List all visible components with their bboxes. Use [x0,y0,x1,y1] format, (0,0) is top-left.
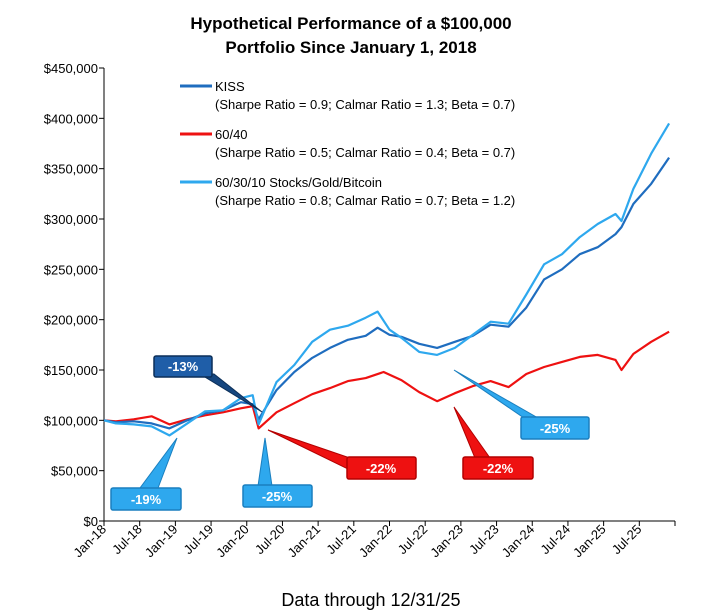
x-tick-label: Jul-18 [109,522,145,558]
callout-bitcoin-25b: -25% [453,369,590,440]
legend-stats-bitcoin: (Sharpe Ratio = 0.8; Calmar Ratio = 0.7;… [215,193,515,208]
callout-6040-22b: -22% [453,406,534,480]
x-tick-label: Jan-21 [285,522,324,561]
x-tick-label: Jul-19 [181,522,217,558]
callout-label-bitcoin-25b: -25% [540,421,571,436]
x-tick-label: Jul-20 [252,522,288,558]
callout-box-6040-22a [346,456,417,480]
y-tick-label: $150,000 [44,363,98,378]
y-tick-label: $300,000 [44,212,98,227]
callout-label-bitcoin-25a: -25% [262,489,293,504]
legend-label-bitcoin: 60/30/10 Stocks/Gold/Bitcoin [215,175,382,190]
x-tick-label: Jul-21 [323,522,359,558]
series-line-1 [103,330,670,430]
y-tick-label: $0 [84,514,98,529]
legend: KISS (Sharpe Ratio = 0.9; Calmar Ratio =… [180,79,515,208]
x-tick-label: Jul-22 [395,522,431,558]
callout-box-bitcoin-25a [242,484,313,508]
chart-title-line2: Portfolio Since January 1, 2018 [225,38,476,57]
y-tick-label: $400,000 [44,111,98,126]
callout-label-6040-22b: -22% [483,461,514,476]
callout-bitcoin-19: -19% [110,437,182,511]
callout-label-bitcoin-19: -19% [131,492,162,507]
y-tick-label: $450,000 [44,61,98,76]
x-tick-label: Jan-24 [499,522,538,561]
callout-box-bitcoin-25b [520,416,590,440]
x-tick-label: Jan-25 [570,522,609,561]
callout-label-6040-22a: -22% [366,461,397,476]
legend-stats-kiss: (Sharpe Ratio = 0.9; Calmar Ratio = 1.3;… [215,97,515,112]
y-tick-label: $200,000 [44,313,98,328]
x-tick-label: Jan-23 [427,522,466,561]
legend-stats-6040: (Sharpe Ratio = 0.5; Calmar Ratio = 0.4;… [215,145,515,160]
callout-box-kiss-13 [153,355,213,378]
x-tick-label: Jul-24 [537,522,573,558]
footer-note: Data through 12/31/25 [281,590,460,610]
axes [99,67,676,526]
x-tick-label: Jul-25 [609,522,645,558]
callout-box-6040-22b [462,456,534,480]
y-tick-label: $50,000 [51,464,98,479]
series-lines [103,122,671,437]
y-tick-label: $100,000 [44,413,98,428]
x-tick-label: Jan-19 [142,522,181,561]
y-axis-labels: $0 $50,000 $100,000 $150,000 $200,000 $250,00… [44,61,98,529]
x-tick-label: Jul-23 [466,522,502,558]
y-tick-label: $350,000 [44,162,98,177]
legend-label-6040: 60/40 [215,127,248,142]
y-tick-label: $250,000 [44,262,98,277]
callout-label-kiss-13: -13% [168,359,199,374]
x-tick-label: Jan-22 [356,522,395,561]
callout-kiss-13: -13% [153,355,263,413]
callout-bitcoin-25a: -25% [242,437,313,508]
series-line-2 [103,122,671,437]
x-tick-label: Jan-20 [213,522,252,561]
callout-6040-22a: -22% [267,429,417,480]
callout-box-bitcoin-19 [110,487,182,511]
legend-label-kiss: KISS [215,79,245,94]
chart-title-line1: Hypothetical Performance of a $100,000 [190,14,511,33]
